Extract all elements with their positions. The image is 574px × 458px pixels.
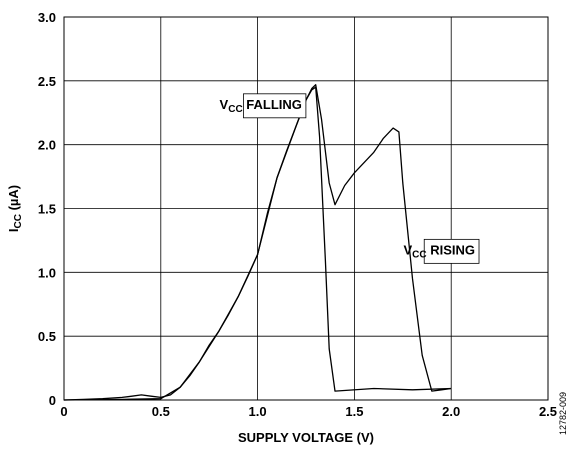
y-tick-label: 3.0 bbox=[38, 10, 56, 25]
x-axis-title: SUPPLY VOLTAGE (V) bbox=[238, 430, 374, 445]
annotation-rising-sub: CC bbox=[412, 249, 426, 260]
grid-lines bbox=[64, 17, 548, 400]
series-lines bbox=[63, 84, 452, 401]
annotations: VCC FALLING VCC RISING bbox=[220, 93, 480, 264]
x-tick-label: 1.0 bbox=[249, 404, 267, 419]
annotation-falling-prefix: V bbox=[220, 97, 229, 112]
annotation-rising-prefix: V bbox=[403, 242, 412, 257]
annotation-box-falling bbox=[243, 93, 307, 119]
annotation-box-rising bbox=[423, 238, 480, 264]
y-tick-labels: 0 0.5 1.0 1.5 2.0 2.5 3.0 bbox=[38, 10, 56, 408]
series-line-vcc-rising bbox=[63, 84, 452, 401]
x-tick-label: 2.0 bbox=[442, 404, 460, 419]
x-tick-label: 0.5 bbox=[152, 404, 170, 419]
y-tick-label: 1.5 bbox=[38, 202, 56, 217]
annotation-falling-text: FALLING bbox=[243, 97, 302, 112]
figure-id: 12782-009 bbox=[558, 392, 568, 435]
y-axis-title-rest: (µA) bbox=[6, 185, 21, 214]
y-tick-label: 0.5 bbox=[38, 329, 56, 344]
x-tick-label: 0 bbox=[60, 404, 67, 419]
y-tick-label: 0 bbox=[49, 393, 56, 408]
plot-frame bbox=[63, 16, 549, 401]
y-axis-title-main: I bbox=[6, 228, 21, 232]
y-tick-label: 2.5 bbox=[38, 74, 56, 89]
y-tick-label: 2.0 bbox=[38, 138, 56, 153]
annotation-vcc-rising: VCC RISING bbox=[403, 242, 475, 260]
x-tick-label: 1.5 bbox=[345, 404, 363, 419]
x-tick-labels: 0 0.5 1.0 1.5 2.0 2.5 bbox=[60, 404, 557, 419]
y-tick-label: 1.0 bbox=[38, 265, 56, 280]
annotation-rising-text: RISING bbox=[427, 242, 475, 257]
x-tick-label: 2.5 bbox=[539, 404, 557, 419]
y-axis-title: ICC (µA) bbox=[6, 185, 24, 232]
annotation-falling-sub: CC bbox=[228, 104, 242, 115]
annotation-vcc-falling: VCC FALLING bbox=[220, 97, 302, 115]
y-axis-title-sub: CC bbox=[13, 214, 24, 228]
